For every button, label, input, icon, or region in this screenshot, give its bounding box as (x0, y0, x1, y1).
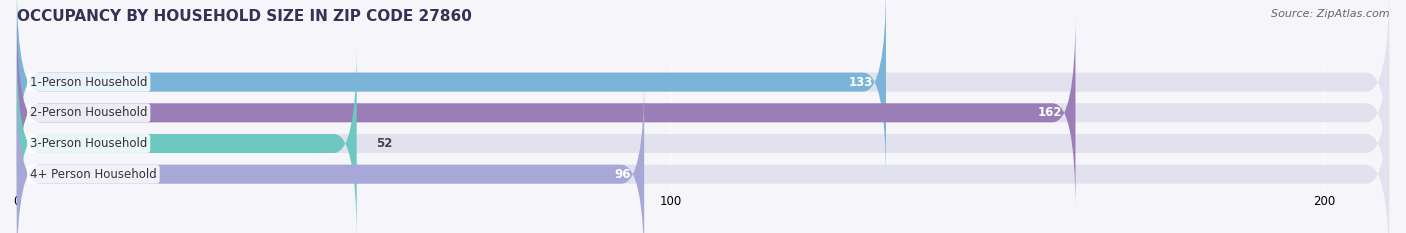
Text: 162: 162 (1038, 106, 1063, 119)
Text: 3-Person Household: 3-Person Household (30, 137, 148, 150)
FancyBboxPatch shape (17, 15, 1389, 211)
FancyBboxPatch shape (17, 15, 1076, 211)
Text: 2-Person Household: 2-Person Household (30, 106, 148, 119)
FancyBboxPatch shape (17, 46, 1389, 233)
Text: Source: ZipAtlas.com: Source: ZipAtlas.com (1271, 9, 1389, 19)
Text: 4+ Person Household: 4+ Person Household (30, 168, 156, 181)
FancyBboxPatch shape (17, 46, 357, 233)
FancyBboxPatch shape (17, 0, 1389, 180)
Text: 52: 52 (377, 137, 392, 150)
Text: 1-Person Household: 1-Person Household (30, 76, 148, 89)
Text: OCCUPANCY BY HOUSEHOLD SIZE IN ZIP CODE 27860: OCCUPANCY BY HOUSEHOLD SIZE IN ZIP CODE … (17, 9, 472, 24)
FancyBboxPatch shape (17, 76, 1389, 233)
FancyBboxPatch shape (17, 76, 644, 233)
FancyBboxPatch shape (17, 0, 886, 180)
Text: 133: 133 (849, 76, 873, 89)
Text: 96: 96 (614, 168, 631, 181)
